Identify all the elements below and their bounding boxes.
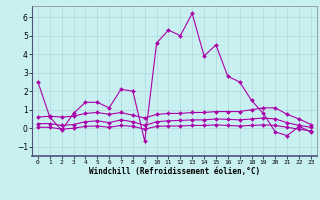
X-axis label: Windchill (Refroidissement éolien,°C): Windchill (Refroidissement éolien,°C) (89, 167, 260, 176)
